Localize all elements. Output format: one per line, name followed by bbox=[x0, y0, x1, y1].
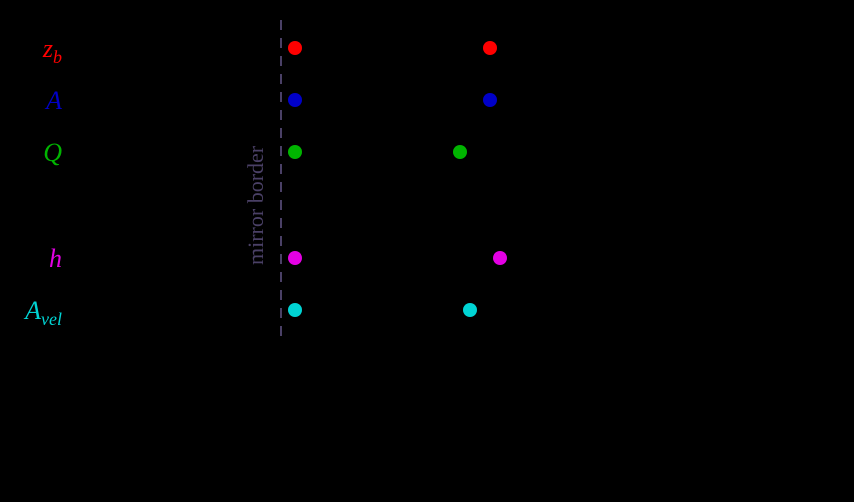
background bbox=[0, 0, 854, 502]
point-Avel-1 bbox=[463, 303, 477, 317]
point-Avel-0 bbox=[288, 303, 302, 317]
point-A-1 bbox=[483, 93, 497, 107]
row-label-Q: Q bbox=[43, 138, 62, 167]
row-label-A: A bbox=[44, 86, 62, 115]
x-axis-tick-label-2: 2 bbox=[485, 406, 495, 428]
point-zb-1 bbox=[483, 41, 497, 55]
point-zb-0 bbox=[288, 41, 302, 55]
x-axis-label: i bbox=[790, 380, 797, 409]
point-Q-1 bbox=[453, 145, 467, 159]
x-axis-tick-label-1: 1 bbox=[290, 406, 300, 428]
row-label-h: h bbox=[49, 244, 62, 273]
mirror-border-label: mirror border bbox=[243, 145, 268, 265]
point-h-1 bbox=[493, 251, 507, 265]
mirror-staggered-grid-diagram: mirror borderzbAQhAvel12i bbox=[0, 0, 854, 502]
point-h-0 bbox=[288, 251, 302, 265]
point-A-0 bbox=[288, 93, 302, 107]
point-Q-0 bbox=[288, 145, 302, 159]
